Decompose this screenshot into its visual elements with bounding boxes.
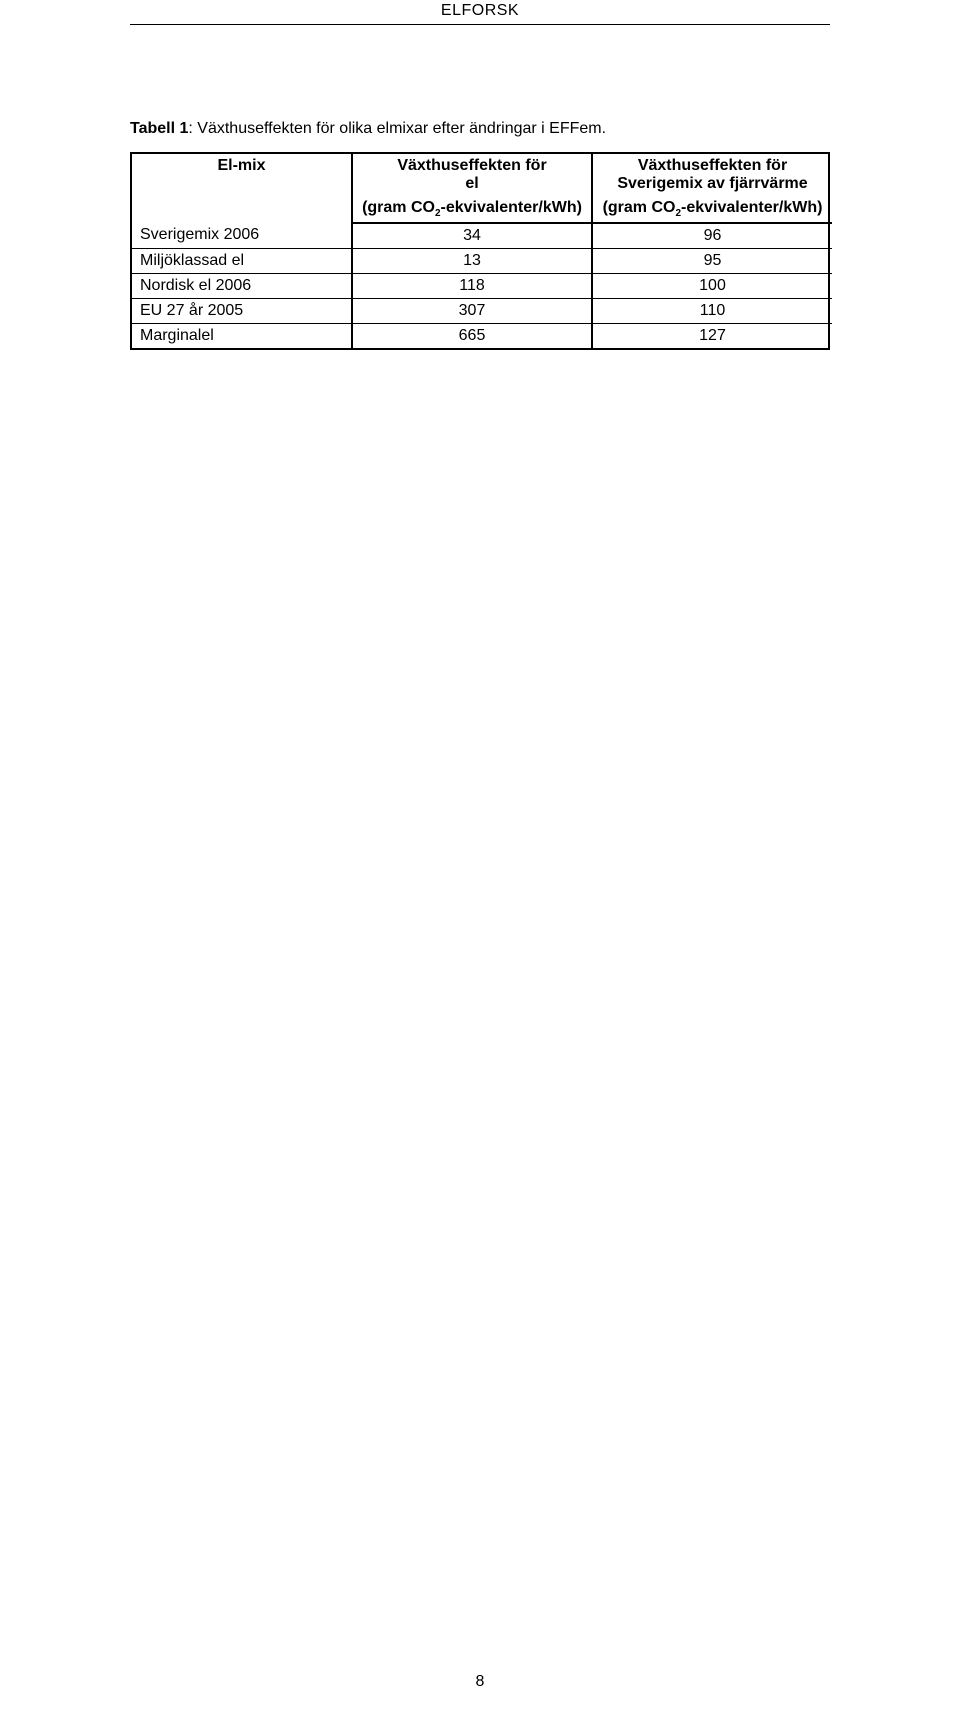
row-label: Sverigemix 2006 bbox=[132, 223, 352, 249]
table-row: Sverigemix 2006 34 96 bbox=[132, 223, 832, 249]
row-c2: 95 bbox=[592, 249, 832, 274]
table-header-row: El-mix Växthuseffekten för el Växthuseff… bbox=[132, 154, 832, 196]
content-area: Tabell 1: Växthuseffekten för olika elmi… bbox=[130, 120, 830, 350]
table-wrap: El-mix Växthuseffekten för el Växthuseff… bbox=[130, 152, 830, 350]
table-row: EU 27 år 2005 307 110 bbox=[132, 299, 832, 324]
col2-line1: Växthuseffekten för bbox=[361, 157, 583, 175]
page-header: ELFORSK bbox=[0, 0, 960, 20]
row-c1: 34 bbox=[352, 223, 592, 249]
data-table: El-mix Växthuseffekten för el Växthuseff… bbox=[132, 154, 832, 348]
col-header-elmix: El-mix bbox=[132, 154, 352, 223]
row-c2: 100 bbox=[592, 274, 832, 299]
row-c1: 118 bbox=[352, 274, 592, 299]
col2-sub-suffix: -ekvivalenter/kWh) bbox=[441, 199, 582, 216]
row-label: Miljöklassad el bbox=[132, 249, 352, 274]
row-c1: 307 bbox=[352, 299, 592, 324]
row-c1: 13 bbox=[352, 249, 592, 274]
col3-line2: Sverigemix av fjärrvärme bbox=[601, 175, 824, 193]
col3-line1: Växthuseffekten för bbox=[601, 157, 824, 175]
row-label: Nordisk el 2006 bbox=[132, 274, 352, 299]
col-header-3: Växthuseffekten för Sverigemix av fjärrv… bbox=[592, 154, 832, 196]
page-number: 8 bbox=[0, 1673, 960, 1691]
col2-sub-prefix: (gram CO bbox=[362, 199, 435, 216]
row-label: EU 27 år 2005 bbox=[132, 299, 352, 324]
table-caption: Tabell 1: Växthuseffekten för olika elmi… bbox=[130, 120, 830, 138]
col-header-2: Växthuseffekten för el bbox=[352, 154, 592, 196]
row-c2: 110 bbox=[592, 299, 832, 324]
table-row: Miljöklassad el 13 95 bbox=[132, 249, 832, 274]
table-row: Marginalel 665 127 bbox=[132, 324, 832, 349]
table-row: Nordisk el 2006 118 100 bbox=[132, 274, 832, 299]
caption-text: : Växthuseffekten för olika elmixar efte… bbox=[188, 120, 606, 137]
caption-label: Tabell 1 bbox=[130, 120, 188, 137]
col3-sub-prefix: (gram CO bbox=[603, 199, 676, 216]
col3-sub-suffix: -ekvivalenter/kWh) bbox=[681, 199, 822, 216]
row-label: Marginalel bbox=[132, 324, 352, 349]
header-underline bbox=[130, 24, 830, 25]
row-c2: 96 bbox=[592, 223, 832, 249]
row-c1: 665 bbox=[352, 324, 592, 349]
col3-sub: (gram CO2-ekvivalenter/kWh) bbox=[592, 196, 832, 223]
col2-sub: (gram CO2-ekvivalenter/kWh) bbox=[352, 196, 592, 223]
row-c2: 127 bbox=[592, 324, 832, 349]
col2-line2: el bbox=[361, 175, 583, 193]
